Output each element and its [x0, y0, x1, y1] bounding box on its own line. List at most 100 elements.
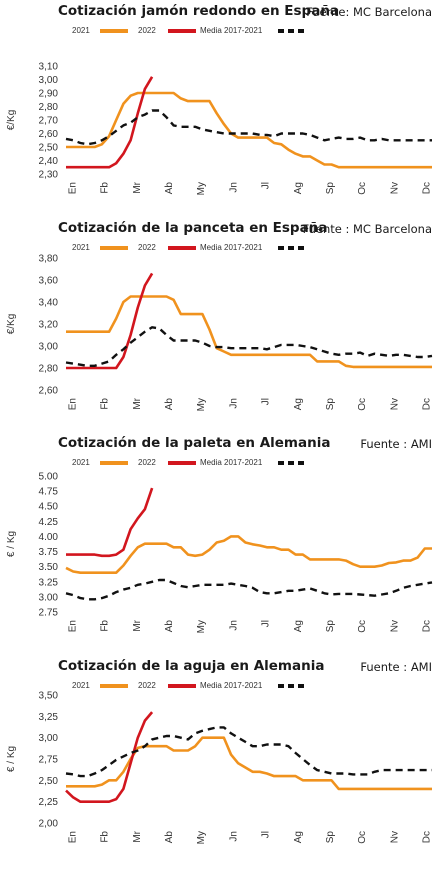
y-axis-label: € / Kg	[6, 746, 17, 772]
y-tick-label: 2,60	[39, 129, 59, 140]
series-media-line	[65, 109, 432, 146]
y-axis-label: €/Kg	[6, 110, 17, 131]
y-tick-label: 3.50	[39, 562, 59, 573]
x-tick-label: Ab	[164, 620, 175, 633]
y-tick-label: 4.00	[39, 532, 59, 543]
x-tick-label: Mr	[132, 397, 143, 409]
legend-label: 2022	[138, 681, 156, 690]
y-tick-label: 2,75	[39, 755, 59, 766]
legend-label: 2021	[72, 26, 90, 35]
x-tick-label: Jn	[228, 398, 239, 409]
chart-panel: Cotización de la paleta en Alemania Fuent…	[0, 432, 448, 652]
chart-source: Fuente: MC Barcelona	[306, 5, 432, 19]
chart-panel: Cotización de la aguja en Alemania Fuente…	[0, 655, 448, 869]
x-tick-label: Fb	[100, 398, 111, 410]
x-tick-label: My	[196, 831, 207, 844]
x-tick-label: Jl	[261, 182, 272, 189]
chart-legend: 2021 2022 Media 2017-2021	[72, 243, 432, 255]
x-tick-label: En	[68, 831, 79, 843]
legend-swatch	[168, 29, 196, 33]
legend-label: Media 2017-2021	[200, 26, 263, 35]
chart-legend: 2021 2022 Media 2017-2021	[72, 681, 432, 693]
chart-title: Cotización jamón redondo en España	[58, 3, 340, 19]
line-chart: 2.75 3.00 3.25 3.50 3.75 4.00 4.25 4.50 4.75 5.00…	[6, 472, 433, 634]
x-tick-label: Nv	[389, 182, 400, 194]
legend-label: Media 2017-2021	[200, 458, 263, 467]
legend-label: Media 2017-2021	[200, 681, 263, 690]
line-chart: 2,60 2,80 3,00 3,20 3,40 3,60 3,80 €/Kg En Fb Mr Ab…	[6, 254, 433, 412]
x-tick-label: Oc	[357, 398, 368, 411]
series-media-line	[65, 326, 433, 368]
legend-swatch	[100, 684, 128, 688]
legend-label: 2021	[72, 243, 90, 252]
x-tick-label: Oc	[357, 620, 368, 633]
y-tick-label: 3,50	[39, 691, 59, 702]
x-tick-label: Dc	[422, 620, 433, 632]
y-tick-label: 2,50	[39, 143, 59, 154]
legend-swatch	[100, 461, 128, 465]
x-tick-label: Ab	[164, 182, 175, 195]
y-tick-label: 3,80	[39, 254, 59, 265]
y-tick-label: 2,70	[39, 116, 59, 127]
x-tick-label: Sp	[325, 398, 336, 411]
x-tick-label: Sp	[325, 831, 336, 844]
y-tick-label: 2,90	[39, 89, 59, 100]
y-tick-label: 2,40	[39, 156, 59, 167]
y-tick-label: 2,00	[39, 819, 59, 830]
series-2022-line	[65, 711, 154, 803]
x-tick-label: Mr	[132, 619, 143, 631]
legend-label: 2022	[138, 458, 156, 467]
x-tick-label: Ab	[164, 398, 175, 411]
chart-title: Cotización de la aguja en Alemania	[58, 658, 325, 674]
x-tick-label: Fb	[100, 182, 111, 194]
x-tick-label: Jl	[261, 831, 272, 838]
x-tick-label: Ag	[293, 398, 304, 410]
x-tick-label: Jl	[261, 620, 272, 627]
y-tick-label: 4.50	[39, 502, 59, 513]
y-axis-label: € / Kg	[6, 531, 17, 557]
y-tick-label: 3.00	[39, 592, 59, 603]
y-axis-label: €/Kg	[6, 314, 17, 335]
y-tick-label: 2,25	[39, 797, 59, 808]
x-tick-label: Fb	[100, 831, 111, 843]
chart-legend: 2021 2022 Media 2017-2021	[72, 26, 432, 38]
legend-swatch	[278, 29, 306, 33]
x-tick-label: Ab	[164, 831, 175, 844]
y-tick-label: 3.25	[39, 577, 59, 588]
x-tick-label: Jn	[228, 831, 239, 842]
chart-legend: 2021 2022 Media 2017-2021	[72, 458, 432, 470]
y-tick-label: 3,60	[39, 276, 59, 287]
legend-label: 2022	[138, 26, 156, 35]
series-2022-line	[66, 272, 154, 370]
legend-swatch	[278, 246, 306, 250]
series-2022-line	[66, 487, 154, 558]
legend-label: Media 2017-2021	[200, 243, 263, 252]
chart-source: Fuente : AMI	[360, 437, 432, 451]
series-2021-line	[66, 91, 432, 169]
legend-label: 2022	[138, 243, 156, 252]
legend-swatch	[168, 684, 196, 688]
series-2022-line	[66, 76, 154, 169]
x-tick-label: Jn	[228, 620, 239, 631]
chart-title: Cotización de la paleta en Alemania	[58, 435, 331, 451]
series-media-line	[65, 726, 432, 778]
y-tick-label: 3,25	[39, 712, 59, 723]
x-tick-label: Dc	[422, 831, 433, 843]
x-tick-label: En	[68, 620, 79, 632]
legend-swatch	[168, 461, 196, 465]
x-tick-label: Sp	[325, 182, 336, 195]
y-tick-label: 4.25	[39, 517, 59, 528]
x-tick-label: Nv	[389, 831, 400, 843]
y-tick-label: 3,00	[39, 342, 59, 353]
legend-swatch	[100, 246, 128, 250]
x-tick-label: Jn	[228, 182, 239, 193]
series-2021-line	[66, 295, 432, 369]
y-tick-label: 4.75	[39, 487, 59, 498]
line-chart: 2,00 2,25 2,50 2,75 3,00 3,25 3,50 € / Kg En Fb Mr…	[6, 691, 433, 845]
y-tick-label: 2,50	[39, 776, 59, 787]
x-tick-label: Oc	[357, 831, 368, 844]
x-tick-label: Dc	[422, 398, 433, 410]
legend-label: 2021	[72, 458, 90, 467]
legend-label: 2021	[72, 681, 90, 690]
x-tick-label: Ag	[293, 831, 304, 843]
